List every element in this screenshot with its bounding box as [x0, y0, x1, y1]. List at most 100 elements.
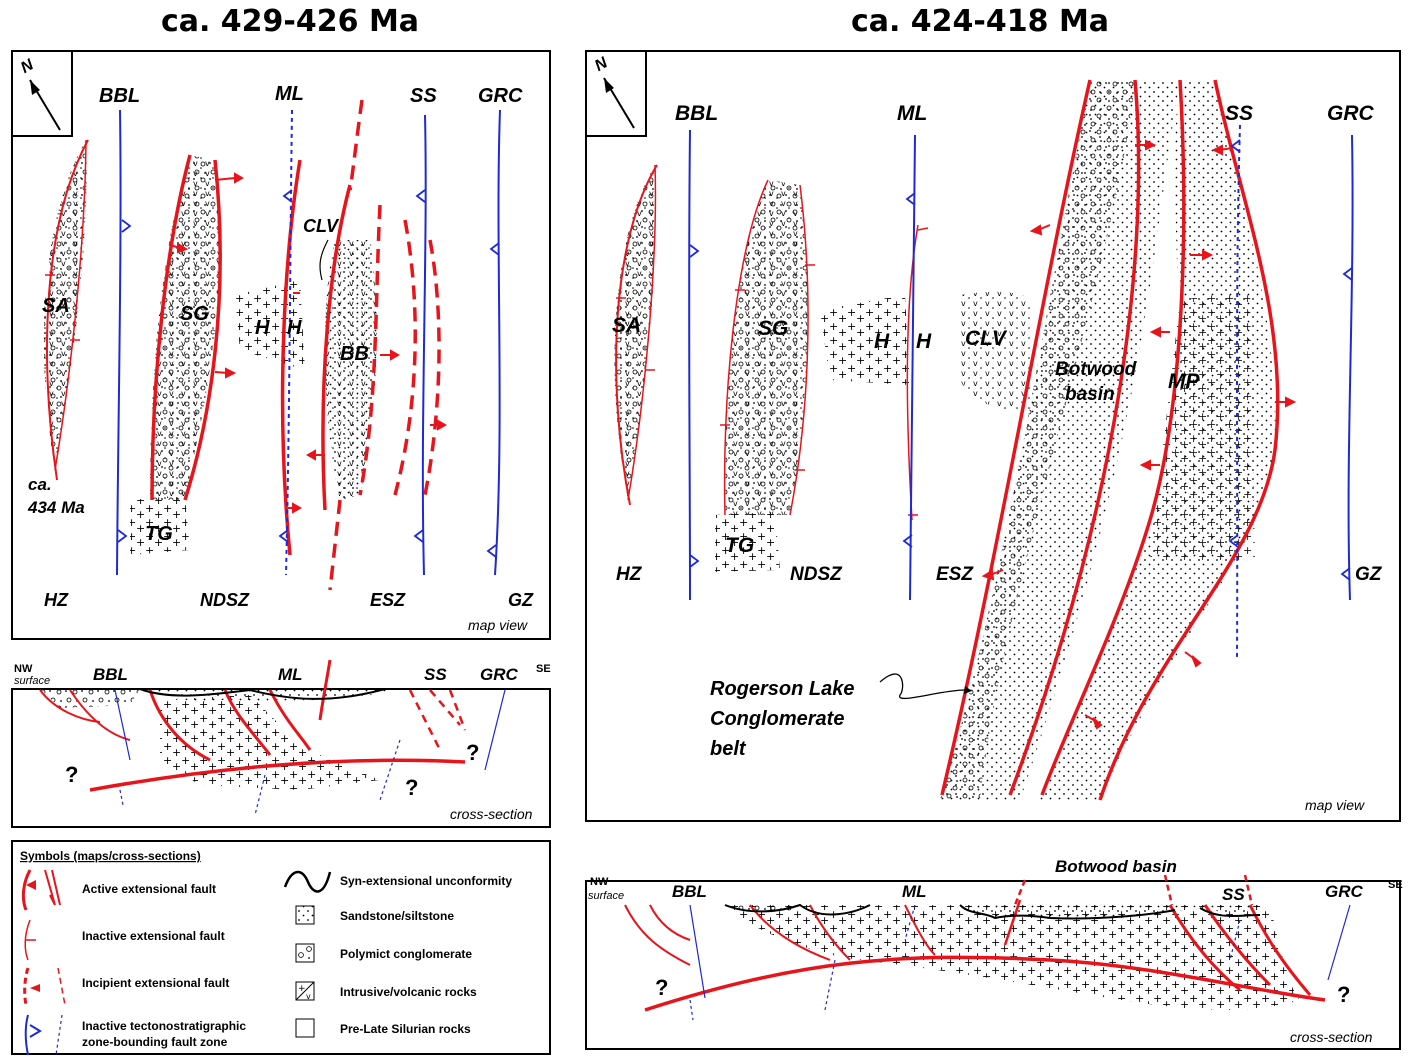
label-sg: SG: [180, 303, 209, 325]
fault-bbl: [116, 109, 122, 576]
fault-ss: [421, 114, 427, 576]
label-ml-section-right: ML: [902, 882, 927, 901]
label-nw-right: NW: [590, 876, 609, 888]
label-cross-section-left: cross-section: [450, 806, 533, 822]
label-esz-right: ESZ: [936, 564, 974, 585]
label-botwood-1: Botwood: [1055, 359, 1137, 380]
fault-mp-east: [1098, 79, 1280, 801]
label-bbl: BBL: [99, 85, 140, 107]
label-nw-left: NW: [14, 663, 33, 675]
fault-sg-west: [150, 154, 192, 501]
label-unknown-2: ?: [466, 740, 479, 765]
label-sg-right: SG: [758, 317, 788, 340]
label-rogerson-3: belt: [710, 738, 747, 760]
label-ndsz-right: NDSZ: [790, 564, 843, 585]
fault-rogerson-east: [1008, 79, 1141, 796]
legend-incipient-fault: Incipient extensional fault: [82, 976, 229, 990]
label-rogerson-2: Conglomerate: [710, 708, 844, 730]
legend-inactive-fault: Inactive extensional fault: [82, 929, 225, 943]
legend-sandstone-icon: [295, 905, 315, 925]
fault-ml-right: [909, 134, 916, 601]
label-unknown-right-1: ?: [655, 975, 668, 1000]
fault-grc-right: [1347, 134, 1354, 601]
label-esz: ESZ: [370, 590, 406, 610]
legend-intrusive: Intrusive/volcanic rocks: [340, 985, 477, 999]
legend-zone-fault-2: zone-bounding fault zone: [82, 1035, 228, 1049]
legend-active-fault-icon: [21, 869, 32, 911]
label-clv: CLV: [303, 216, 340, 236]
label-bbl-right: BBL: [675, 102, 718, 125]
label-gz: GZ: [508, 590, 534, 610]
label-grc-right: GRC: [1327, 102, 1375, 125]
left-map-panel: [11, 50, 551, 640]
legend-inactive-fault-icon: [24, 919, 31, 961]
label-grc-section-right: GRC: [1325, 882, 1364, 901]
label-h-1-right: H: [874, 330, 890, 353]
label-unknown-1: ?: [65, 762, 78, 787]
label-map-view-left: map view: [468, 617, 528, 633]
legend-sandstone: Sandstone/siltstone: [340, 909, 454, 923]
detachment-right: [644, 955, 1326, 1012]
label-sa-right: SA: [612, 314, 641, 337]
svg-text:+: +: [298, 984, 306, 994]
label-bb: BB: [340, 343, 369, 365]
label-h-2-right: H: [916, 330, 932, 353]
label-age-2: 434 Ma: [27, 498, 85, 517]
right-cross-section: NW surface SE BBL ML SS GRC Botwood basi…: [588, 857, 1403, 1045]
label-ndsz: NDSZ: [200, 590, 250, 610]
north-arrow-box-right: [585, 50, 647, 137]
legend-pre-silurian-icon: [295, 1018, 315, 1038]
label-surface-right: surface: [588, 890, 624, 902]
fault-mp-west: [1040, 79, 1186, 796]
fault-incipient-1: [358, 204, 382, 496]
legend-unconformity: Syn-extensional unconformity: [340, 874, 512, 888]
label-age-1: ca.: [28, 475, 52, 494]
fault-ss-right: [1236, 124, 1241, 661]
label-surface-left: surface: [14, 675, 50, 687]
svg-text:v: v: [306, 992, 311, 1001]
left-map: N: [11, 50, 534, 633]
legend-panel: [11, 840, 551, 1055]
legend-incipient-fault-icon: [23, 967, 30, 1006]
label-unknown-right-2: ?: [1337, 982, 1350, 1007]
label-ml-section-left: ML: [278, 665, 303, 684]
legend: Symbols (maps/cross-sections) Active ext…: [20, 849, 512, 1056]
label-gz-right: GZ: [1355, 564, 1383, 585]
label-botwood-section: Botwood basin: [1055, 857, 1177, 876]
fault-incipient-2: [393, 219, 417, 496]
label-h-1: H: [255, 317, 270, 339]
title-right: ca. 424-418 Ma: [850, 4, 1110, 39]
unit-h-fill: [235, 280, 305, 370]
label-grc: GRC: [478, 85, 523, 107]
label-clv-right: CLV: [965, 327, 1008, 350]
fault-central: [280, 159, 302, 556]
label-tg-right: TG: [725, 534, 754, 557]
legend-title: Symbols (maps/cross-sections): [20, 849, 201, 863]
label-se-right: SE: [1388, 879, 1403, 891]
label-botwood-2: basin: [1065, 384, 1115, 405]
label-hz-right: HZ: [616, 564, 643, 585]
legend-zone-fault-icon: [24, 1014, 29, 1056]
label-ss: SS: [410, 85, 437, 107]
label-bbl-section-left: BBL: [93, 665, 128, 684]
label-ml-right: ML: [897, 102, 927, 125]
label-rogerson-1: Rogerson Lake: [710, 678, 854, 700]
label-tg: TG: [145, 523, 173, 545]
title-left: ca. 429-426 Ma: [160, 4, 420, 39]
label-h-2: H: [287, 317, 302, 339]
legend-active-fault: Active extensional fault: [82, 882, 216, 896]
label-se-left: SE: [536, 663, 551, 675]
left-cross-section: NW surface SE BBL ML SS GRC ? ? ? cross-…: [14, 659, 551, 822]
label-ss-section-right: SS: [1222, 885, 1245, 904]
fault-sg-east: [183, 159, 222, 501]
legend-conglomerate-icon: [295, 943, 315, 963]
label-cross-section-right: cross-section: [1290, 1029, 1373, 1045]
fault-incipient-3: [423, 239, 441, 496]
right-map: N: [585, 50, 1383, 813]
legend-unconformity-icon: [283, 870, 332, 893]
north-arrow-box: [11, 50, 73, 137]
label-bbl-section-right: BBL: [672, 882, 707, 901]
label-ml: ML: [275, 83, 304, 105]
label-map-view-right: map view: [1305, 797, 1365, 813]
